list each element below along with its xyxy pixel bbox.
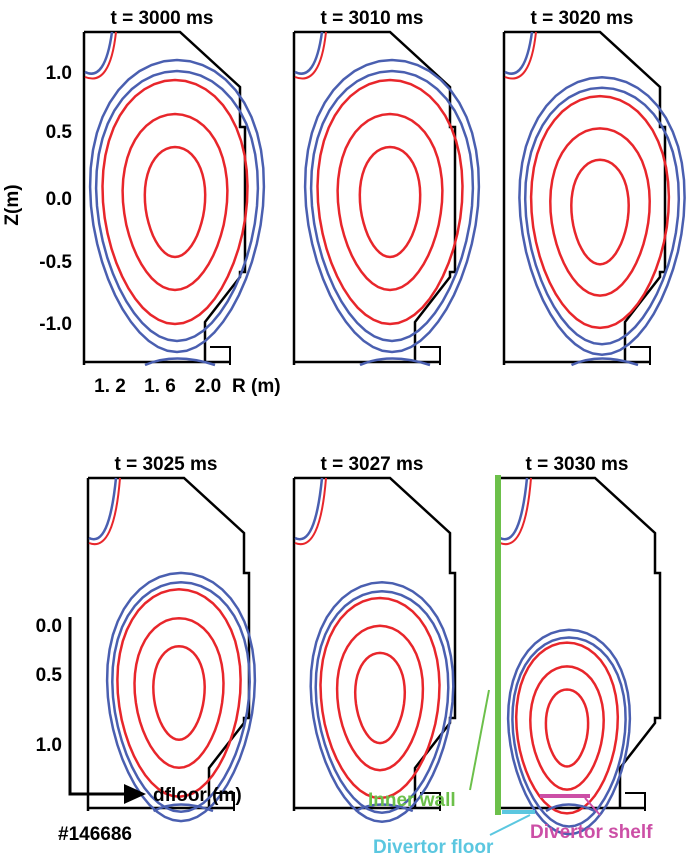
separatrix bbox=[518, 76, 686, 356]
separatrix bbox=[303, 58, 481, 354]
annotations: Inner wall Divertor floor Divertor shelf bbox=[368, 475, 653, 855]
separatrix bbox=[105, 571, 257, 823]
flux-contour bbox=[152, 645, 206, 742]
dfloor-label: dfloor (m) bbox=[153, 785, 242, 806]
divertor-shelf bbox=[420, 346, 441, 365]
panel-title: t = 3025 ms bbox=[115, 454, 218, 475]
flux-contour bbox=[336, 112, 444, 292]
divertor-floor-label: Divertor floor bbox=[373, 837, 494, 855]
equilibrium-panel: t = 3027 ms bbox=[292, 454, 457, 823]
upper-x-point-leg bbox=[504, 31, 534, 75]
divertor-shelf-label: Divertor shelf bbox=[530, 822, 653, 843]
z-axis-label: Z(m) bbox=[2, 184, 23, 225]
y-tick: 1.0 bbox=[46, 63, 72, 84]
separatrix bbox=[111, 581, 251, 814]
equilibrium-panel: t = 3030 ms bbox=[497, 454, 662, 836]
flux-contour bbox=[316, 78, 464, 326]
lower-divertor-leg bbox=[144, 357, 216, 367]
y-tick: 0.5 bbox=[36, 665, 63, 686]
shot-number: #146686 bbox=[58, 824, 132, 845]
equilibrium-panel: t = 3010 ms bbox=[292, 8, 481, 367]
bottom-axis: 0.0 0.5 1.0 dfloor (m) #146686 bbox=[36, 616, 242, 845]
inner-wall-leader bbox=[469, 689, 490, 791]
vessel-wall bbox=[292, 30, 457, 365]
flux-contour bbox=[549, 127, 651, 297]
separatrix bbox=[94, 69, 260, 343]
equilibrium-panel: t = 3025 ms bbox=[86, 454, 257, 823]
x-axis-label: R (m) bbox=[232, 376, 281, 397]
y-tick: -1.0 bbox=[39, 314, 72, 335]
inner-wall-highlight bbox=[495, 475, 501, 815]
flux-contour bbox=[116, 588, 242, 798]
x-tick: 2.0 bbox=[195, 376, 221, 397]
x-tick: 1. 6 bbox=[144, 376, 176, 397]
separatrix bbox=[88, 58, 266, 354]
top-x-axis: 1. 2 1. 6 2.0 R (m) bbox=[94, 376, 280, 397]
flux-contour bbox=[529, 94, 671, 330]
divertor-shelf bbox=[210, 346, 231, 365]
lower-divertor-leg bbox=[570, 357, 639, 367]
divertor-shelf bbox=[630, 346, 651, 365]
y-tick: 0.0 bbox=[46, 189, 72, 210]
panel-title: t = 3010 ms bbox=[321, 8, 424, 29]
flux-contour bbox=[529, 665, 605, 791]
flux-contour bbox=[544, 688, 590, 768]
x-tick: 1. 2 bbox=[94, 376, 126, 397]
lower-divertor-leg bbox=[545, 803, 596, 813]
flux-contour bbox=[133, 616, 225, 770]
upper-x-point-leg bbox=[499, 477, 529, 541]
separatrix bbox=[314, 590, 450, 814]
vessel-wall bbox=[292, 476, 457, 811]
upper-x-point-leg bbox=[294, 31, 324, 75]
flux-contour bbox=[335, 624, 425, 772]
upper-x-point-leg bbox=[499, 477, 532, 546]
inner-wall-label: Inner wall bbox=[368, 790, 456, 811]
y-tick: 0.0 bbox=[36, 616, 62, 637]
upper-x-point-leg bbox=[294, 31, 327, 80]
flux-contour bbox=[101, 78, 249, 326]
upper-x-point-leg bbox=[88, 477, 121, 546]
panel-title: t = 3000 ms bbox=[111, 8, 214, 29]
vessel-wall bbox=[86, 476, 251, 811]
top-y-axis: Z(m) 1.0 0.5 0.0 -0.5 -1.0 bbox=[2, 63, 72, 335]
equilibrium-panel: t = 3000 ms bbox=[82, 8, 266, 367]
lower-divertor-leg bbox=[354, 803, 414, 813]
separatrix bbox=[309, 69, 475, 343]
arrow-head-icon bbox=[124, 784, 146, 804]
separatrix bbox=[506, 628, 632, 836]
equilibrium-panel: t = 3020 ms bbox=[502, 8, 686, 367]
y-tick: 0.5 bbox=[46, 122, 73, 143]
upper-x-point-leg bbox=[84, 31, 117, 80]
upper-x-point-leg bbox=[88, 477, 118, 541]
panel-title: t = 3020 ms bbox=[531, 8, 634, 29]
separatrix bbox=[523, 86, 681, 346]
divertor-shelf bbox=[420, 792, 441, 811]
separatrix bbox=[309, 581, 455, 823]
flux-contour bbox=[319, 596, 441, 800]
upper-x-point-leg bbox=[84, 31, 114, 75]
flux-contour bbox=[143, 145, 207, 259]
y-tick: -0.5 bbox=[39, 252, 72, 273]
dfloor-arrow bbox=[68, 617, 130, 796]
panel-title: t = 3027 ms bbox=[321, 454, 424, 475]
flux-contour bbox=[353, 651, 407, 745]
lower-divertor-leg bbox=[152, 803, 214, 813]
vessel-wall bbox=[502, 30, 667, 365]
divertor-floor-leader bbox=[489, 814, 531, 836]
upper-x-point-leg bbox=[294, 477, 327, 546]
vessel-wall bbox=[82, 30, 247, 365]
flux-contour bbox=[358, 145, 422, 259]
panel-title: t = 3030 ms bbox=[526, 454, 629, 475]
y-tick: 1.0 bbox=[36, 735, 62, 756]
upper-x-point-leg bbox=[504, 31, 537, 80]
divertor-shelf-leader bbox=[584, 797, 601, 816]
separatrix bbox=[511, 636, 627, 828]
divertor-shelf bbox=[625, 792, 646, 811]
flux-contour bbox=[121, 112, 229, 292]
flux-contour bbox=[570, 158, 630, 266]
upper-x-point-leg bbox=[294, 477, 324, 541]
lower-divertor-leg bbox=[359, 357, 431, 367]
